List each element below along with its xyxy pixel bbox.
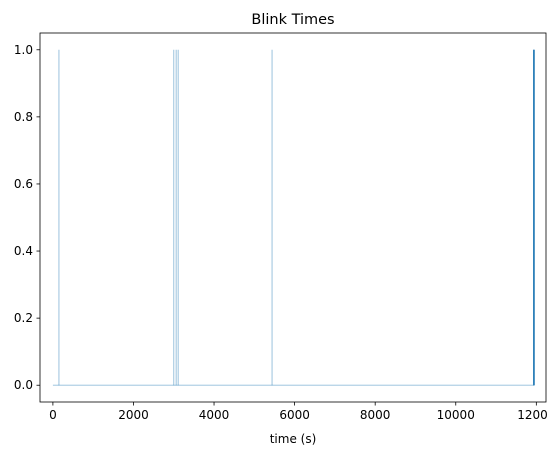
y-tick-label: 0.6 [14,177,33,191]
y-tick-label: 0.2 [14,311,33,325]
x-tick-label: 10000 [437,408,475,422]
x-tick-label: 0 [49,408,57,422]
axes-frame [39,32,547,403]
x-tick-label: 6000 [279,408,310,422]
plot-area [52,49,535,386]
y-tick-label: 1.0 [14,43,33,57]
y-tick-label: 0.0 [14,378,33,392]
x-tick-label: 2000 [118,408,149,422]
x-tick-label: 8000 [360,408,391,422]
x-tick-label: 4000 [199,408,230,422]
series-blinks [52,49,535,386]
y-tick-label: 0.4 [14,244,33,258]
chart-title: Blink Times [251,12,334,28]
y-tick-label: 0.8 [14,110,33,124]
x-axis-label: time (s) [270,432,317,446]
y-axis: 0.0 0.2 0.4 0.6 0.8 1.0 [14,43,40,392]
